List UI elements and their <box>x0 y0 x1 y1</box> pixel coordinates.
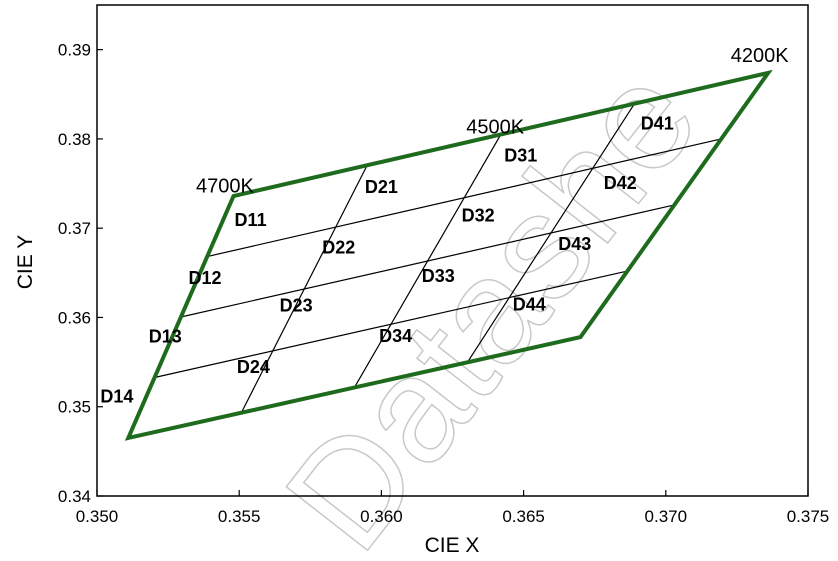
y-tick-label: 0.35 <box>58 398 91 417</box>
y-tick-label: 0.37 <box>58 219 91 238</box>
cct-label-4500k: 4500K <box>466 117 524 139</box>
bin-labels: D11 D12 D13 D14 D21 D22 D23 D24 D31 D32 D33 D34 D41 D… <box>100 113 673 406</box>
cct-labels: 4700K 4500K 4200K <box>196 45 789 197</box>
x-tick-label: 0.350 <box>76 507 119 526</box>
x-tick-label: 0.370 <box>645 507 688 526</box>
x-tick-label: 0.365 <box>502 507 545 526</box>
x-axis-ticks: 0.350 0.355 0.360 0.365 0.370 0.375 <box>76 490 830 526</box>
bin-label-d31: D31 <box>504 146 537 166</box>
plot-frame <box>96 4 809 497</box>
bin-label-d21: D21 <box>365 177 398 197</box>
bin-label-d44: D44 <box>513 295 546 315</box>
bin-label-d11: D11 <box>235 210 267 230</box>
bin-outline <box>124 69 773 441</box>
bin-divider-horizontal <box>154 270 628 379</box>
bin-grid <box>154 103 722 414</box>
y-tick-label: 0.34 <box>58 487 91 506</box>
bin-label-d43: D43 <box>558 234 591 254</box>
bin-divider-horizontal <box>180 204 675 318</box>
bin-label-d23: D23 <box>280 295 313 315</box>
x-tick-label: 0.360 <box>360 507 403 526</box>
bin-label-d41: D41 <box>641 113 674 133</box>
y-axis-ticks: 0.34 0.35 0.36 0.37 0.38 0.39 <box>58 41 103 506</box>
bin-label-d34: D34 <box>379 326 412 346</box>
y-axis-title: CIE Y <box>14 235 37 289</box>
bin-divider-vertical <box>466 103 636 363</box>
bin-label-d32: D32 <box>462 205 495 225</box>
bin-label-d33: D33 <box>422 266 455 286</box>
y-tick-label: 0.39 <box>58 41 91 60</box>
bin-label-d13: D13 <box>149 327 182 347</box>
axes <box>96 4 809 497</box>
bin-label-d12: D12 <box>189 268 222 288</box>
bin-label-d22: D22 <box>322 237 355 257</box>
y-tick-label: 0.36 <box>58 308 91 327</box>
bin-label-d24: D24 <box>237 357 270 377</box>
x-tick-label: 0.355 <box>218 507 261 526</box>
x-tick-label: 0.375 <box>787 507 830 526</box>
cct-label-4200k: 4200K <box>731 45 789 67</box>
cct-label-4700k: 4700K <box>196 175 254 197</box>
bin-label-d14: D14 <box>100 387 133 407</box>
y-tick-label: 0.38 <box>58 130 91 149</box>
outline-polygon <box>124 69 773 441</box>
bin-label-d42: D42 <box>604 173 637 193</box>
x-axis-title: CIE X <box>425 534 480 557</box>
